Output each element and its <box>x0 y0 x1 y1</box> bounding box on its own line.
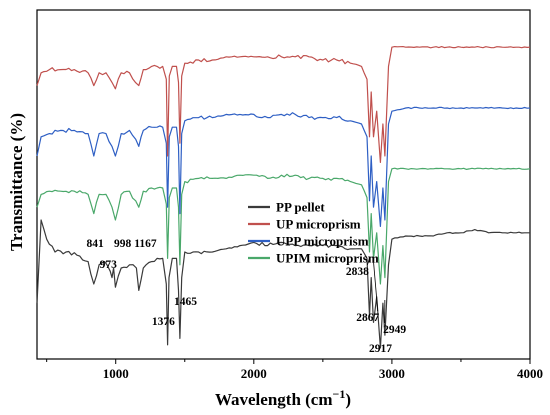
x-axis-label-sup: −1 <box>333 387 346 401</box>
y-axis-label: Transmittance (%) <box>7 113 26 251</box>
legend: PP pellet UP microprism UPP microprism UPIM… <box>248 200 379 266</box>
peak-label-2838: 2838 <box>346 266 369 278</box>
peak-leader-2838 <box>366 257 370 266</box>
x-tick-label-3000: 3000 <box>379 366 405 381</box>
peak-label-1376: 1376 <box>152 316 175 328</box>
x-axis-label-main: Wavelength (cm <box>215 390 333 409</box>
legend-label-upim-microprism: UPIM microprism <box>276 251 379 266</box>
peak-leader-2867 <box>373 261 379 312</box>
peak-label-998: 998 <box>114 238 132 250</box>
x-axis-label-close: ) <box>345 390 351 409</box>
peak-label-841: 841 <box>87 238 105 250</box>
legend-label-up-microprism: UP microprism <box>276 217 361 232</box>
x-axis-label: Wavelength (cm−1) <box>215 387 351 409</box>
x-tick-label-2000: 2000 <box>241 366 267 381</box>
series-line-upp-microprism <box>36 106 531 227</box>
series-group <box>36 46 531 349</box>
series-line-pp-pellet <box>36 219 530 349</box>
peak-label-1465: 1465 <box>174 296 197 308</box>
x-tick-label-4000: 4000 <box>517 366 543 381</box>
x-tick-label-1000: 1000 <box>103 366 129 381</box>
peak-label-1167: 1167 <box>134 238 157 250</box>
peak-annotations: 841 973 998 1167 1376 1465 2838 2867 2917 2949 <box>87 238 407 355</box>
x-ticks: 1000 2000 3000 4000 <box>46 359 543 381</box>
plot-frame <box>36 9 531 360</box>
peak-label-2867: 2867 <box>356 312 379 324</box>
peak-label-2949: 2949 <box>383 324 406 336</box>
peak-label-973: 973 <box>100 259 118 271</box>
legend-label-upp-microprism: UPP microprism <box>276 234 369 249</box>
legend-label-pp-pellet: PP pellet <box>276 200 325 215</box>
peak-label-2917: 2917 <box>369 343 392 355</box>
series-line-upim-microprism <box>36 167 531 285</box>
series-line-up-microprism <box>36 46 531 163</box>
